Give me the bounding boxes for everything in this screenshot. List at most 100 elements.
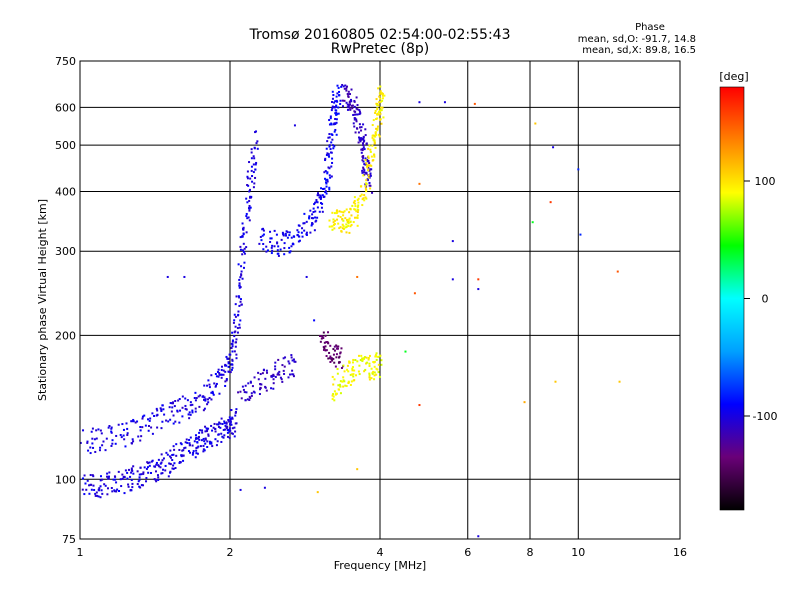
data-point [196, 437, 199, 440]
data-point [227, 418, 230, 421]
data-point [366, 160, 369, 163]
data-point [362, 174, 365, 177]
data-point [331, 228, 334, 231]
data-point [251, 175, 254, 178]
data-point [196, 441, 199, 444]
data-point [144, 424, 147, 427]
data-point [328, 155, 331, 158]
data-point [331, 359, 334, 362]
data-point [333, 101, 336, 104]
data-point [379, 85, 382, 88]
data-point [239, 488, 242, 491]
data-point [99, 446, 102, 449]
data-point [347, 370, 350, 373]
data-point [309, 209, 312, 212]
data-point [312, 211, 315, 214]
data-point [131, 438, 134, 441]
data-point [282, 369, 285, 372]
data-point [259, 373, 262, 376]
data-point [325, 178, 328, 181]
data-point [225, 422, 228, 425]
data-point [377, 133, 380, 136]
data-point [326, 171, 329, 174]
data-point [337, 86, 340, 89]
data-point [370, 377, 373, 380]
data-point [364, 134, 367, 137]
data-point [324, 345, 327, 348]
data-point [534, 122, 537, 125]
data-point [364, 171, 367, 174]
data-point [362, 146, 365, 149]
data-point [361, 149, 364, 152]
data-point [327, 153, 330, 156]
data-point [239, 319, 242, 322]
data-point [279, 248, 282, 251]
data-point [362, 135, 365, 138]
data-point [172, 453, 175, 456]
data-point [333, 227, 336, 230]
data-point [214, 373, 217, 376]
data-point [252, 163, 255, 166]
data-point [378, 355, 381, 358]
data-point [91, 442, 94, 445]
data-point [314, 201, 317, 204]
data-point [211, 390, 214, 393]
data-point [363, 194, 366, 197]
data-point [345, 385, 348, 388]
data-point [368, 374, 371, 377]
plot-frame [79, 60, 681, 540]
data-point [367, 356, 370, 359]
data-point [354, 205, 357, 208]
phase-heading: Phase [635, 22, 665, 33]
data-point [351, 369, 354, 372]
data-point [339, 102, 342, 105]
data-point [347, 222, 350, 225]
data-point [94, 494, 97, 497]
data-point [368, 378, 371, 381]
data-point [237, 391, 240, 394]
data-point [377, 104, 380, 107]
data-point [235, 408, 238, 411]
data-point [86, 441, 89, 444]
data-point [250, 151, 253, 154]
data-point [159, 462, 162, 465]
data-point [288, 234, 291, 237]
data-point [242, 228, 245, 231]
data-point [147, 418, 150, 421]
data-point [336, 209, 339, 212]
data-point [321, 210, 324, 213]
colorbar-tick-label: -100 [753, 410, 778, 423]
y-tick-label: 300 [55, 245, 76, 258]
data-point [334, 392, 337, 395]
data-point [220, 417, 223, 420]
data-point [354, 113, 357, 116]
data-point [231, 340, 234, 343]
data-point [371, 159, 374, 162]
data-point [370, 155, 373, 158]
data-point [91, 437, 94, 440]
data-point [259, 235, 262, 238]
data-point [113, 475, 116, 478]
data-point [372, 361, 375, 364]
data-point [142, 484, 145, 487]
data-point [246, 184, 249, 187]
data-point [323, 171, 326, 174]
data-point [201, 431, 204, 434]
data-point [328, 225, 331, 228]
data-point [331, 138, 334, 141]
data-point [105, 437, 108, 440]
data-point [276, 249, 279, 252]
data-point [122, 434, 125, 437]
data-point [171, 406, 174, 409]
data-point [329, 355, 332, 358]
data-point [214, 438, 217, 441]
data-point [197, 436, 200, 439]
data-point [378, 113, 381, 116]
data-point [138, 473, 141, 476]
data-point [330, 133, 333, 136]
data-point [369, 174, 372, 177]
data-point [279, 376, 282, 379]
data-point [226, 435, 229, 438]
data-point [360, 354, 363, 357]
data-point [194, 410, 197, 413]
